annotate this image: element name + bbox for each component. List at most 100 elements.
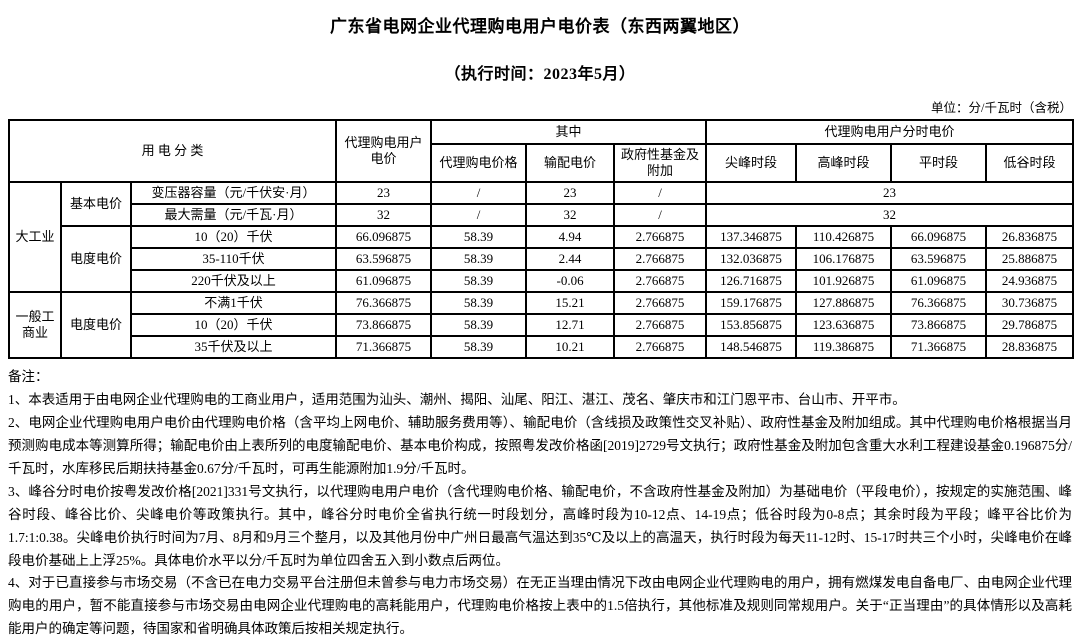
note-item-1: 1、本表适用于由电网企业代理购电的工商业用户，适用范围为汕头、潮州、揭阳、汕尾、… xyxy=(8,391,906,407)
cell-value: 58.39 xyxy=(430,247,528,271)
header-tou-price: 代理购电用户分时电价 xyxy=(705,119,1075,145)
cell-value: 106.176875 xyxy=(795,247,893,271)
cell-value: 2.766875 xyxy=(613,247,708,271)
cell-type-energy-price: 电度电价 xyxy=(60,225,132,293)
cell-category-general-commerce: 一般工商业 xyxy=(8,291,62,359)
cell-value: 132.036875 xyxy=(705,247,798,271)
cell-value: 32 xyxy=(525,203,616,227)
cell-value: / xyxy=(430,181,528,205)
header-agency-price: 代理购电用户电价 xyxy=(335,119,433,183)
cell-value: 66.096875 xyxy=(890,225,988,249)
cell-value: 2.766875 xyxy=(613,269,708,293)
cell-value: 61.096875 xyxy=(890,269,988,293)
table-row: 35千伏及以上 71.366875 58.39 10.21 2.766875 1… xyxy=(9,335,1075,359)
cell-value: 137.346875 xyxy=(705,225,798,249)
cell-type-energy-price: 电度电价 xyxy=(60,291,132,359)
header-transmission-price: 输配电价 xyxy=(525,143,616,183)
cell-value: 2.44 xyxy=(525,247,616,271)
cell-value: 119.386875 xyxy=(795,335,893,359)
cell-value: / xyxy=(430,203,528,227)
cell-value: 29.786875 xyxy=(985,313,1075,337)
cell-value: 73.866875 xyxy=(890,313,988,337)
cell-value: 15.21 xyxy=(525,291,616,315)
price-table: 用 电 分 类 代理购电用户电价 其中 代理购电用户分时电价 代理购电价格 输配… xyxy=(7,119,1075,359)
cell-value: 58.39 xyxy=(430,225,528,249)
cell-category-large-industry: 大工业 xyxy=(8,181,62,293)
cell-value: / xyxy=(613,181,708,205)
table-row: 220千伏及以上 61.096875 58.39 -0.06 2.766875 … xyxy=(9,269,1075,293)
cell-value: 123.636875 xyxy=(795,313,893,337)
notes-section: 备注： 1、本表适用于由电网企业代理购电的工商业用户，适用范围为汕头、潮州、揭阳… xyxy=(8,366,1072,641)
cell-value: / xyxy=(613,203,708,227)
page-title: 广东省电网企业代理购电用户电价表（东西两翼地区） xyxy=(330,17,750,36)
cell-subcategory: 10（20）千伏 xyxy=(129,225,338,249)
table-row: 35-110千伏 63.596875 58.39 2.44 2.766875 1… xyxy=(9,247,1075,271)
table-row: 电度电价 10（20）千伏 66.096875 58.39 4.94 2.766… xyxy=(9,225,1075,293)
header-sharp-peak: 尖峰时段 xyxy=(705,143,798,183)
cell-value: 4.94 xyxy=(525,225,616,249)
cell-value: 23 xyxy=(335,181,433,205)
header-flat: 平时段 xyxy=(890,143,988,183)
cell-value: 58.39 xyxy=(430,313,528,337)
table-row: 最大需量（元/千瓦·月） 32 / 32 / 32 xyxy=(9,203,1075,227)
cell-value: 10.21 xyxy=(525,335,616,359)
cell-subcategory: 10（20）千伏 xyxy=(129,313,338,337)
cell-value: 32 xyxy=(335,203,433,227)
cell-value: 12.71 xyxy=(525,313,616,337)
cell-value: 148.546875 xyxy=(705,335,798,359)
cell-value: 73.866875 xyxy=(335,313,433,337)
table-row: 一般工商业 电度电价 不满1千伏 76.366875 58.39 15.21 2… xyxy=(8,291,1075,359)
table-row: 大工业 基本电价 变压器容量（元/千伏安·月） 23 / 23 / 23 xyxy=(8,181,1075,293)
cell-value: -0.06 xyxy=(525,269,616,293)
cell-value-merged: 23 xyxy=(705,181,1075,205)
cell-value: 23 xyxy=(525,181,616,205)
table-row: 10（20）千伏 73.866875 58.39 12.71 2.766875 … xyxy=(9,313,1075,337)
cell-subcategory: 35千伏及以上 xyxy=(129,335,338,359)
header-gov-funds: 政府性基金及附加 xyxy=(613,143,708,183)
cell-subcategory: 35-110千伏 xyxy=(129,247,338,271)
cell-value: 63.596875 xyxy=(890,247,988,271)
cell-value: 127.886875 xyxy=(795,291,893,315)
execution-time-subtitle: （执行时间：2023年5月） xyxy=(444,66,636,83)
cell-value: 58.39 xyxy=(430,335,528,359)
cell-subcategory: 不满1千伏 xyxy=(129,291,338,315)
header-classification: 用 电 分 类 xyxy=(7,119,338,183)
cell-value: 101.926875 xyxy=(795,269,893,293)
cell-value: 126.716875 xyxy=(705,269,798,293)
cell-subcategory: 最大需量（元/千瓦·月） xyxy=(129,203,338,227)
page: { "title": "广东省电网企业代理购电用户电价表（东西两翼地区）", "… xyxy=(7,17,1075,637)
cell-value: 61.096875 xyxy=(335,269,433,293)
cell-subcategory: 220千伏及以上 xyxy=(129,269,338,293)
cell-value-merged: 32 xyxy=(705,203,1075,227)
cell-value: 30.736875 xyxy=(985,291,1075,315)
cell-subcategory: 变压器容量（元/千伏安·月） xyxy=(129,181,338,205)
cell-value: 71.366875 xyxy=(335,335,433,359)
note-item-2: 2、电网企业代理购电用户电价由代理购电价格（含平均上网电价、辅助服务费用等）、输… xyxy=(8,414,1072,476)
header-high-peak: 高峰时段 xyxy=(795,143,893,183)
cell-value: 66.096875 xyxy=(335,225,433,249)
cell-value: 58.39 xyxy=(430,269,528,293)
cell-value: 76.366875 xyxy=(890,291,988,315)
cell-value: 58.39 xyxy=(430,291,528,315)
cell-value: 28.836875 xyxy=(985,335,1075,359)
cell-value: 159.176875 xyxy=(705,291,798,315)
cell-value: 24.936875 xyxy=(985,269,1075,293)
cell-value: 71.366875 xyxy=(890,335,988,359)
cell-value: 63.596875 xyxy=(335,247,433,271)
cell-value: 153.856875 xyxy=(705,313,798,337)
header-agency-purchase-price: 代理购电价格 xyxy=(430,143,528,183)
cell-value: 26.836875 xyxy=(985,225,1075,249)
cell-value: 2.766875 xyxy=(613,313,708,337)
unit-note: 单位：分/千瓦时（含税） xyxy=(931,101,1072,115)
header-among-which: 其中 xyxy=(430,119,708,145)
header-valley: 低谷时段 xyxy=(985,143,1075,183)
notes-label: 备注： xyxy=(8,369,49,384)
note-item-3: 3、峰谷分时电价按粤发改价格[2021]331号文执行，以代理购电用户电价（含代… xyxy=(8,483,1072,568)
cell-value: 110.426875 xyxy=(795,225,893,249)
note-item-4: 4、对于已直接参与市场交易（不含已在电力交易平台注册但未曾参与电力市场交易）在无… xyxy=(8,575,1072,637)
cell-value: 2.766875 xyxy=(613,335,708,359)
cell-value: 25.886875 xyxy=(985,247,1075,271)
cell-value: 2.766875 xyxy=(613,225,708,249)
cell-type-basic-price: 基本电价 xyxy=(60,181,132,227)
cell-value: 76.366875 xyxy=(335,291,433,315)
